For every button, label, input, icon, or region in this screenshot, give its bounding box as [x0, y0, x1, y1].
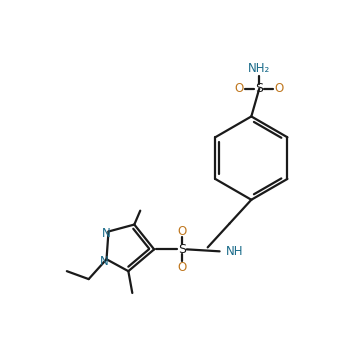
Text: S: S	[255, 82, 263, 95]
Text: NH: NH	[225, 245, 243, 258]
Text: NH₂: NH₂	[248, 62, 270, 75]
Text: N: N	[100, 255, 109, 268]
Text: N: N	[102, 227, 111, 240]
Text: O: O	[177, 261, 187, 274]
Text: S: S	[178, 243, 186, 256]
Text: O: O	[274, 82, 284, 95]
Text: O: O	[177, 225, 187, 238]
Text: O: O	[235, 82, 244, 95]
